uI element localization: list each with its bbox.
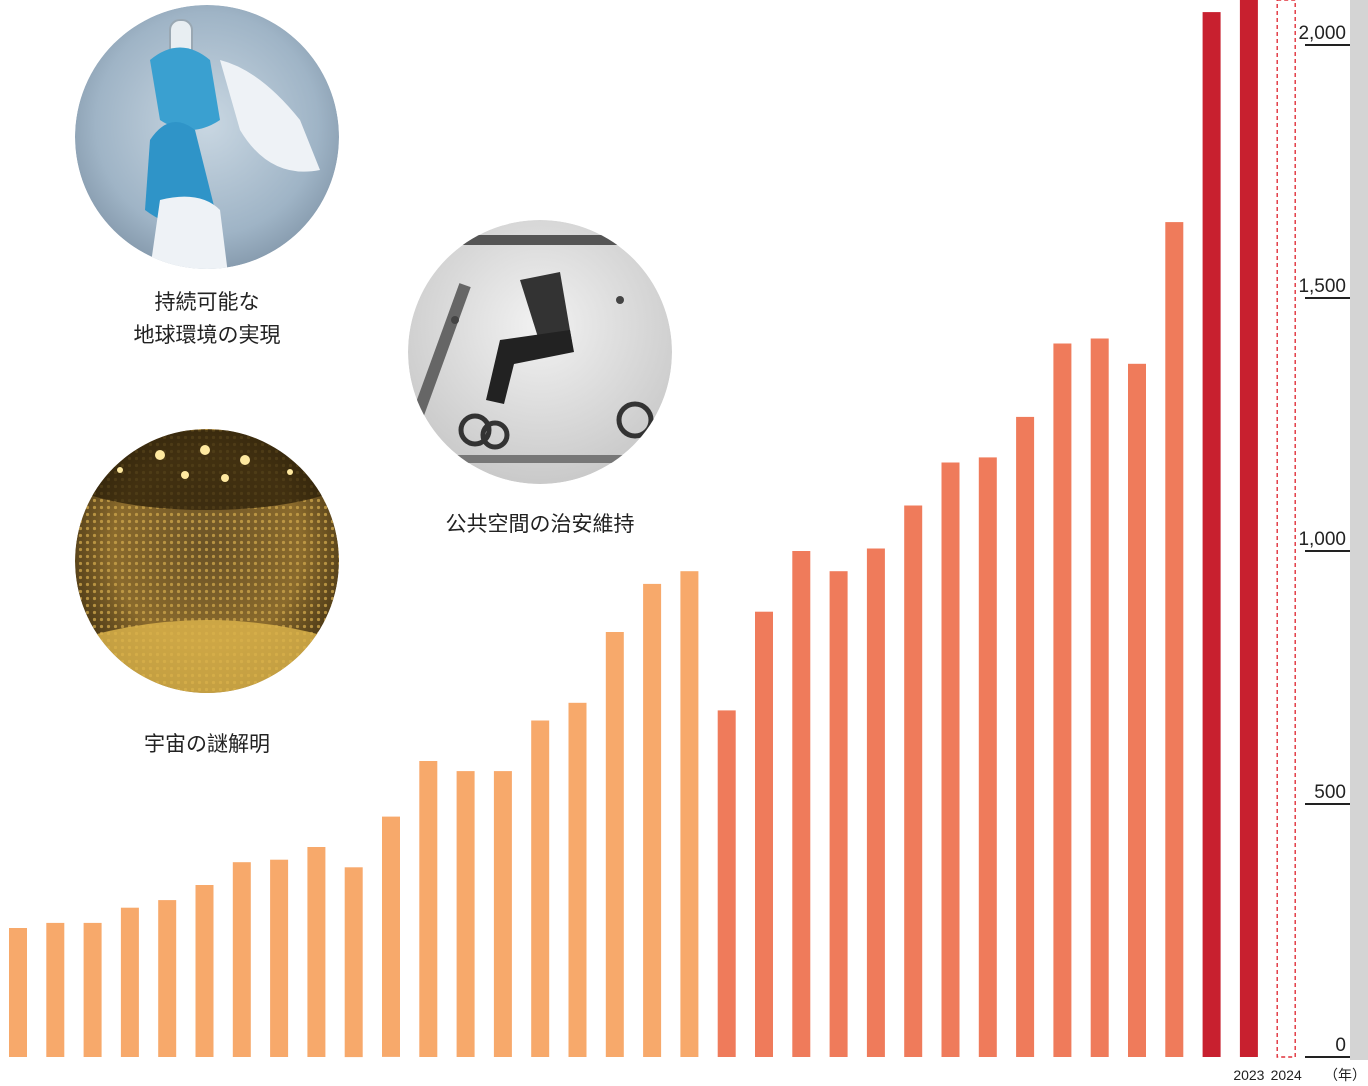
neutrino-detector-photo (75, 429, 339, 693)
bar-4 (158, 900, 177, 1057)
bar-11 (419, 761, 438, 1057)
bar-23 (866, 548, 885, 1057)
lab-test-tube-photo (75, 5, 339, 269)
bar-7 (270, 859, 289, 1057)
bar-18 (680, 571, 699, 1057)
bar-24 (904, 505, 923, 1057)
bar-5 (195, 885, 214, 1057)
bar-26 (978, 457, 997, 1057)
bar-29 (1090, 338, 1109, 1057)
bar-10 (382, 816, 400, 1057)
bar-14 (531, 720, 550, 1057)
bar-13 (493, 771, 512, 1057)
bar-1 (46, 922, 65, 1057)
x-label-2023: 2023 (1233, 1067, 1264, 1083)
bar-15 (568, 702, 587, 1057)
bar-9 (344, 867, 363, 1058)
y-tick-label-0: 0 (1335, 1035, 1346, 1056)
y-axis: 0 500 1,000 1,500 2,000 2023 2024 （年） (1233, 23, 1366, 1083)
caption-security: 公共空間の治安維持 (445, 512, 635, 536)
bar-31 (1165, 222, 1184, 1058)
y-tick-label-1500: 1,500 (1298, 276, 1346, 297)
y-tick-label-500: 500 (1314, 782, 1346, 803)
bar-20 (755, 611, 773, 1057)
bar-30 (1128, 363, 1146, 1057)
bar-0 (9, 928, 27, 1057)
bar-27 (1016, 416, 1035, 1057)
bars (9, 0, 1296, 1058)
bar-32 (1202, 12, 1221, 1058)
bar-16 (605, 632, 624, 1057)
bar-2 (83, 922, 102, 1057)
bar-6 (232, 862, 251, 1057)
bar-19 (717, 710, 736, 1057)
bar-28 (1053, 343, 1072, 1057)
xray-baggage-photo (408, 220, 672, 484)
bar-8 (307, 847, 326, 1057)
x-unit-label: （年） (1324, 1067, 1366, 1083)
bar-3 (120, 907, 139, 1057)
y-tick-label-1000: 1,000 (1298, 529, 1346, 550)
bar-34 (1276, 0, 1296, 1058)
bar-22 (829, 571, 848, 1057)
bar-33 (1239, 0, 1258, 1057)
y-tick-label-2000: 2,000 (1298, 23, 1346, 44)
axis-band (1350, 0, 1368, 1060)
caption-universe: 宇宙の謎解明 (144, 732, 270, 756)
bar-12 (456, 771, 475, 1057)
bar-17 (643, 583, 662, 1057)
caption-environment: 持続可能な 地球環境の実現 (133, 290, 281, 347)
x-label-2024: 2024 (1271, 1067, 1302, 1083)
bar-21 (792, 551, 811, 1057)
bar-25 (941, 462, 960, 1057)
